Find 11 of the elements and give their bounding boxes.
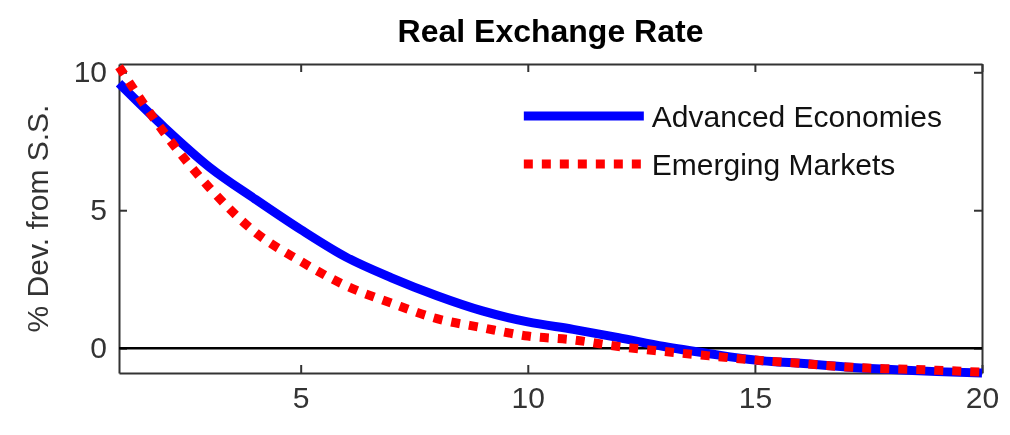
- chart-title: Real Exchange Rate: [397, 13, 704, 49]
- x-tick-label: 10: [511, 381, 545, 415]
- y-axis-title: % Dev. from S.S.: [21, 104, 54, 333]
- x-tick-label: 5: [292, 381, 310, 415]
- y-tick-label: 10: [73, 55, 107, 89]
- y-tick-label: 0: [90, 331, 107, 365]
- legend-label: Emerging Markets: [651, 148, 896, 181]
- legend-label: Advanced Economies: [651, 100, 942, 133]
- x-tick-label: 20: [965, 381, 1000, 415]
- y-tick-label: 5: [90, 193, 107, 227]
- x-tick-label: 15: [738, 381, 773, 415]
